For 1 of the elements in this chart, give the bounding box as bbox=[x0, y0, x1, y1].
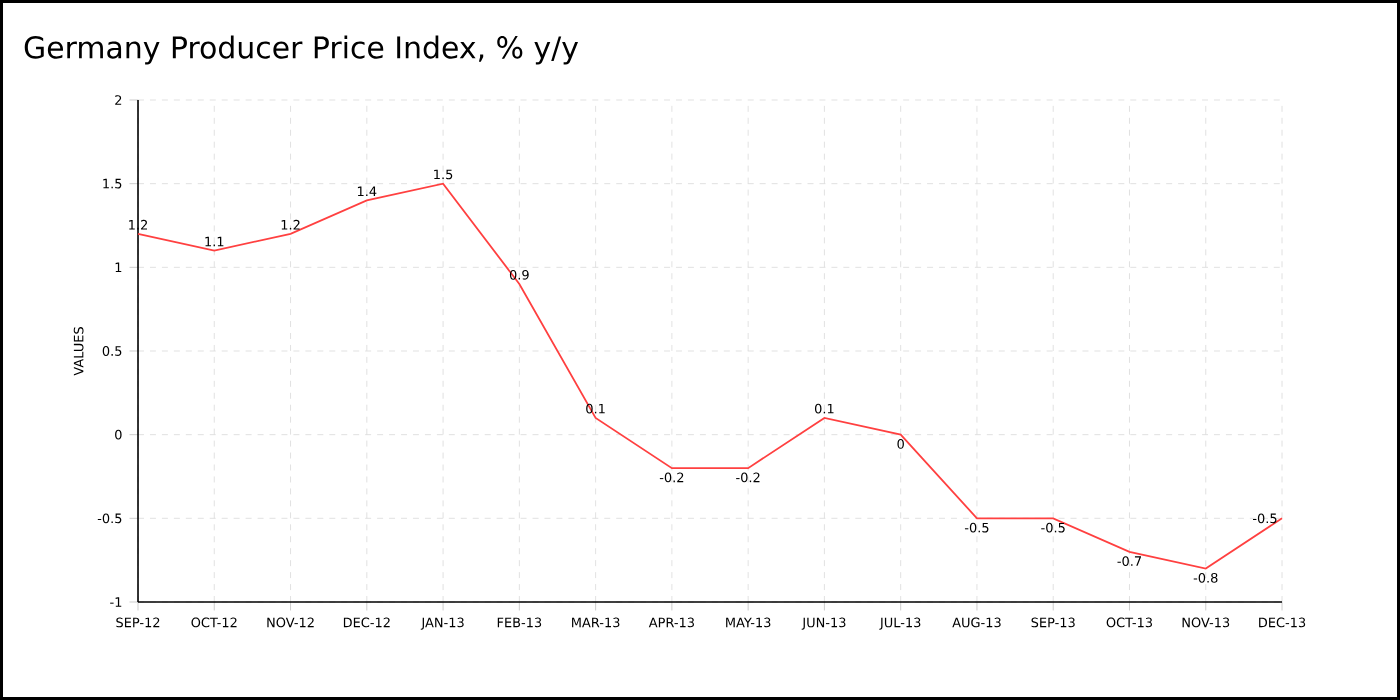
chart-title: Germany Producer Price Index, % y/y bbox=[24, 35, 579, 65]
